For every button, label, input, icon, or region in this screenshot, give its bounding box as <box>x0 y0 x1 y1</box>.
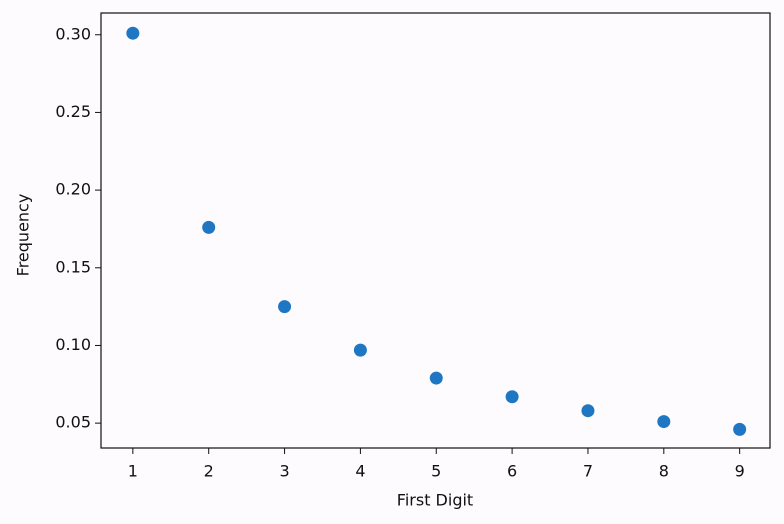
x-tick-label: 4 <box>355 462 365 481</box>
y-tick-label: 0.05 <box>55 413 91 432</box>
x-tick-label: 5 <box>431 462 441 481</box>
x-tick-label: 1 <box>128 462 138 481</box>
x-tick-label: 2 <box>204 462 214 481</box>
point <box>278 300 292 314</box>
y-tick-label: 0.25 <box>55 102 91 121</box>
y-axis-label: Frequency <box>14 194 33 277</box>
y-tick-label: 0.15 <box>55 257 91 276</box>
point <box>353 343 367 357</box>
point <box>202 220 216 234</box>
point <box>505 390 519 404</box>
point <box>126 26 140 40</box>
x-tick-label: 9 <box>735 462 745 481</box>
x-tick-label: 6 <box>507 462 517 481</box>
y-tick-label: 0.30 <box>55 24 91 43</box>
point <box>429 371 443 385</box>
point <box>657 415 671 429</box>
point <box>581 404 595 418</box>
x-axis-label: First Digit <box>397 491 473 510</box>
point <box>733 422 747 436</box>
x-tick-label: 7 <box>583 462 593 481</box>
y-tick-label: 0.10 <box>55 335 91 354</box>
y-tick-label: 0.20 <box>55 180 91 199</box>
x-tick-label: 8 <box>659 462 669 481</box>
plot-frame <box>100 12 771 449</box>
x-tick-label: 3 <box>279 462 289 481</box>
